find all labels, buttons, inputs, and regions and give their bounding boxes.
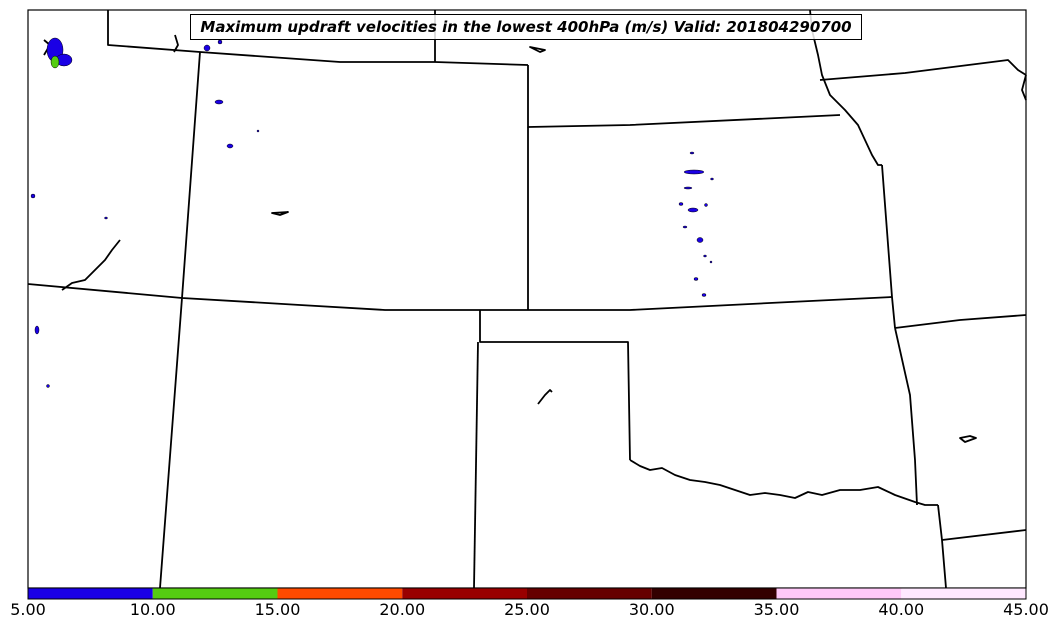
updraft-cell	[687, 207, 699, 213]
border-ar-la	[941, 529, 1027, 541]
border-missouri	[809, 9, 882, 166]
updraft-cell	[104, 216, 108, 220]
colorbar-tick-label: 35.00	[753, 600, 800, 619]
border-red-river	[629, 459, 938, 506]
lake-1	[529, 46, 546, 53]
colorbar-tick-label: 25.00	[504, 600, 550, 619]
updraft-cell	[693, 277, 699, 281]
lake-4	[959, 435, 977, 443]
colorbar-swatch	[28, 588, 153, 599]
border-nm-tx	[473, 341, 479, 589]
border-mo-ar	[894, 314, 1027, 329]
updraft-cell	[203, 44, 211, 52]
colorbar-swatch	[527, 588, 652, 599]
colorbar-outline	[27, 587, 1027, 600]
colorbar-tick-label: 40.00	[878, 600, 925, 619]
map-title: Maximum updraft velocities in the lowest…	[190, 14, 862, 40]
colorbar-tick-label: 20.00	[379, 600, 426, 619]
updraft-cell	[683, 186, 693, 190]
updraft-cell	[696, 237, 704, 243]
border-river-ne	[1021, 74, 1027, 101]
border-wy-ne	[107, 10, 529, 66]
lake-3	[537, 389, 553, 405]
colorbar-tick-label: 15.00	[254, 600, 301, 619]
updraft-cell	[701, 293, 707, 297]
updraft-cell	[50, 55, 60, 69]
updraft-cell	[256, 129, 260, 133]
colorbar-swatch	[776, 588, 902, 599]
updraft-cell	[217, 39, 223, 45]
updraft-cell	[46, 384, 50, 388]
updraft-cell	[34, 325, 40, 335]
updraft-cell	[689, 151, 695, 155]
updraft-cell	[683, 169, 705, 175]
updraft-cell	[226, 143, 234, 149]
updraft-cell	[704, 203, 708, 207]
colorbar-swatch	[402, 588, 527, 599]
updraft-cell	[678, 202, 684, 206]
border-ok-panhandle	[479, 310, 631, 461]
border-37n	[27, 283, 893, 311]
colorbar-swatch	[277, 588, 403, 599]
colorbar-swatch	[152, 588, 278, 599]
updraft-cell	[30, 193, 36, 199]
updraft-cell	[710, 177, 714, 181]
border-ok-ar	[894, 327, 918, 506]
border-ne-ks	[527, 65, 841, 128]
map-frame	[27, 9, 1027, 589]
colorbar-swatch	[901, 588, 1026, 599]
state-borders	[27, 9, 1027, 589]
lake-5	[173, 34, 179, 53]
reservoir-ut	[61, 239, 121, 291]
colorbar-swatch	[651, 588, 777, 599]
updraft-cell	[682, 225, 688, 229]
border-ia-mo	[819, 59, 1027, 81]
colorbar-tick-label: 45.00	[1003, 600, 1049, 619]
colorbar-tick-label: 10.00	[129, 600, 176, 619]
updraft-cell	[214, 99, 224, 105]
colorbar-tick-label: 5.00	[10, 600, 46, 619]
updraft-cell	[703, 254, 707, 258]
lake-2	[271, 211, 289, 216]
updraft-cells	[30, 37, 714, 388]
colorbar	[27, 587, 1027, 600]
colorbar-tick-label: 30.00	[628, 600, 675, 619]
updraft-cell	[709, 260, 713, 264]
